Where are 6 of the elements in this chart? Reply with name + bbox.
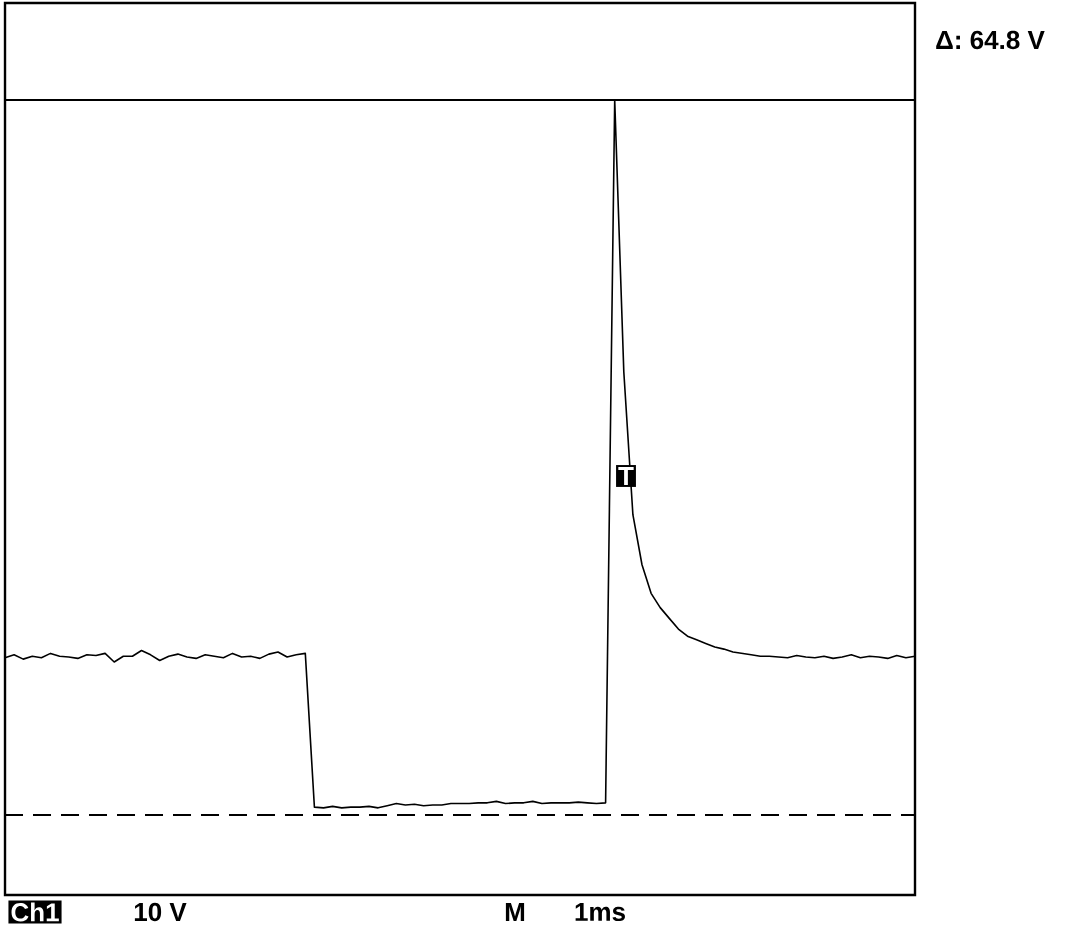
text: Ch1 (11, 902, 59, 922)
text: M (505, 903, 525, 921)
text: 10 V (134, 902, 187, 922)
annotation: T (618, 467, 634, 485)
text: Δ: 64.8 V (936, 30, 1045, 50)
text: 1ms (575, 902, 625, 922)
